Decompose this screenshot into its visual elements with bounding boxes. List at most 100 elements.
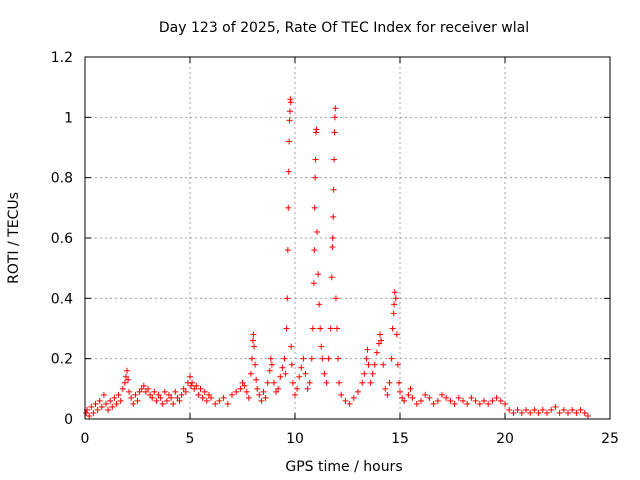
data-point bbox=[308, 355, 315, 362]
data-point bbox=[187, 373, 193, 380]
data-point bbox=[321, 370, 328, 377]
y-tick-label: 1.2 bbox=[51, 50, 73, 66]
data-point bbox=[284, 247, 291, 254]
y-tick-label: 1 bbox=[64, 110, 73, 126]
data-point bbox=[189, 379, 196, 386]
data-point bbox=[203, 397, 210, 404]
data-point bbox=[288, 343, 295, 350]
data-point bbox=[92, 400, 99, 407]
data-point bbox=[147, 391, 154, 398]
data-point bbox=[569, 406, 576, 413]
data-point bbox=[233, 388, 240, 395]
data-point bbox=[468, 394, 475, 401]
y-tick-label: 0 bbox=[64, 412, 73, 428]
data-point bbox=[262, 394, 269, 401]
data-point bbox=[287, 99, 294, 106]
data-point bbox=[329, 244, 336, 251]
data-point bbox=[552, 403, 559, 410]
data-point bbox=[124, 367, 130, 374]
data-point bbox=[268, 361, 275, 368]
data-point bbox=[573, 409, 580, 416]
data-point bbox=[289, 379, 296, 386]
data-point bbox=[271, 379, 277, 386]
data-point bbox=[119, 385, 126, 392]
data-point bbox=[285, 204, 292, 211]
chart-title: Day 123 of 2025, Rate Of TEC Index for r… bbox=[159, 20, 529, 36]
data-point bbox=[275, 385, 282, 392]
data-point bbox=[178, 391, 185, 398]
data-point bbox=[170, 400, 177, 407]
data-point bbox=[365, 361, 372, 368]
data-point bbox=[311, 247, 318, 254]
data-point bbox=[100, 391, 107, 398]
data-point bbox=[502, 400, 508, 407]
data-point bbox=[332, 295, 339, 302]
data-points bbox=[83, 96, 591, 419]
data-point bbox=[329, 235, 336, 241]
data-point bbox=[531, 406, 538, 413]
data-point bbox=[288, 361, 295, 368]
data-point bbox=[254, 385, 261, 392]
data-point bbox=[117, 397, 124, 404]
data-point bbox=[197, 385, 204, 392]
data-point bbox=[306, 379, 313, 386]
data-point bbox=[544, 409, 550, 416]
data-point bbox=[292, 391, 298, 398]
data-point bbox=[149, 394, 156, 401]
data-point bbox=[241, 382, 248, 389]
data-point bbox=[392, 295, 399, 302]
data-point bbox=[523, 406, 529, 413]
data-point bbox=[325, 355, 332, 362]
data-point bbox=[121, 379, 128, 386]
data-point bbox=[239, 379, 246, 386]
data-point bbox=[161, 388, 168, 395]
data-point bbox=[243, 388, 250, 395]
data-point bbox=[284, 295, 291, 302]
x-tick-label: 25 bbox=[601, 431, 619, 447]
data-point bbox=[201, 388, 208, 395]
data-point bbox=[584, 412, 591, 419]
data-point bbox=[535, 409, 542, 416]
data-point bbox=[83, 409, 90, 416]
data-point bbox=[328, 274, 335, 281]
x-axis-title: GPS time / hours bbox=[285, 459, 402, 475]
data-point bbox=[273, 388, 280, 395]
data-point bbox=[359, 379, 366, 386]
data-point bbox=[393, 331, 400, 338]
data-point bbox=[130, 400, 137, 407]
data-point bbox=[430, 400, 437, 407]
data-point bbox=[506, 406, 513, 413]
data-point bbox=[286, 138, 293, 145]
data-point bbox=[90, 409, 97, 416]
data-point bbox=[313, 126, 320, 133]
data-point bbox=[331, 129, 338, 136]
data-point bbox=[159, 400, 166, 407]
data-point bbox=[336, 379, 343, 386]
x-tick-label: 0 bbox=[81, 431, 90, 447]
data-point bbox=[527, 409, 534, 416]
data-point bbox=[447, 397, 454, 404]
data-point bbox=[264, 379, 271, 386]
data-point bbox=[548, 406, 555, 413]
data-point bbox=[405, 391, 412, 398]
data-point bbox=[327, 325, 334, 332]
data-point bbox=[279, 364, 286, 371]
data-point bbox=[111, 394, 118, 401]
x-tick-label: 5 bbox=[186, 431, 195, 447]
axes: 0 5 10 15 20 25 0 0.2 0.4 0.6 0.8 1 1.2 bbox=[51, 50, 619, 447]
grid bbox=[85, 57, 610, 419]
data-point bbox=[145, 385, 151, 392]
data-point bbox=[260, 388, 267, 395]
y-tick-label: 0.2 bbox=[51, 352, 73, 368]
data-point bbox=[361, 370, 368, 377]
data-point bbox=[122, 373, 129, 380]
data-point bbox=[155, 391, 162, 398]
data-point bbox=[88, 403, 95, 410]
data-point bbox=[96, 397, 103, 404]
data-point bbox=[334, 325, 340, 332]
data-point bbox=[476, 400, 483, 407]
data-point bbox=[128, 394, 135, 401]
data-point bbox=[300, 355, 307, 362]
data-point bbox=[258, 397, 265, 404]
data-point bbox=[250, 337, 256, 344]
